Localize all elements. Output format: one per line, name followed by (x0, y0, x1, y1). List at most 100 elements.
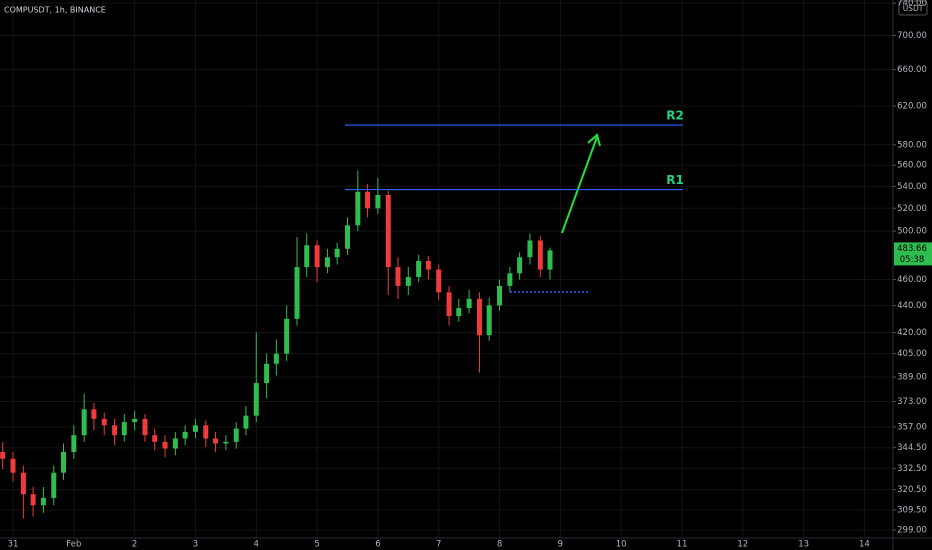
x-tick-label: 13 (798, 540, 809, 550)
y-tick-label: 580.00 (897, 140, 927, 150)
candle-body (132, 418, 138, 423)
candle-body (30, 494, 36, 506)
candle-body (355, 191, 361, 226)
candle-body (121, 422, 127, 436)
y-tick-label: 332.50 (897, 464, 927, 474)
candle-body (517, 257, 523, 274)
candle-body (486, 305, 492, 336)
candle-body (497, 285, 503, 306)
candle-body (466, 298, 472, 309)
candle-body (324, 257, 330, 268)
candle-body (436, 269, 442, 293)
candle-body (172, 438, 178, 449)
y-tick-label: 460.00 (897, 275, 927, 285)
y-tick-label: 405.00 (897, 349, 927, 359)
y-tick-label: 740.00 (897, 0, 927, 9)
x-tick-label: 7 (436, 540, 441, 550)
candle-body (152, 435, 158, 442)
candle-body (101, 418, 107, 426)
candle-body (10, 458, 16, 473)
candle-body (81, 409, 87, 436)
x-tick-label: 11 (677, 540, 688, 550)
y-tick-label: 620.00 (897, 102, 927, 112)
candles (0, 170, 553, 519)
y-tick-label: 344.50 (897, 443, 927, 453)
candle-body (253, 383, 259, 416)
candle-body (446, 292, 452, 317)
candle-body (203, 425, 209, 439)
candle-body (20, 472, 26, 495)
candle-body (476, 298, 482, 336)
resistance-label: R1 (666, 173, 684, 187)
y-tick-label: 320.50 (897, 485, 927, 495)
candle-body (507, 273, 513, 286)
x-tick-label: 3 (193, 540, 198, 550)
x-tick-label: 12 (737, 540, 748, 550)
candle-body (344, 225, 350, 249)
candle-body (365, 191, 371, 209)
candle-body (40, 497, 46, 506)
candle-body (334, 248, 340, 258)
candle-body (375, 195, 381, 209)
y-tick-label: 299.00 (897, 526, 927, 536)
y-tick-label: 500.00 (897, 227, 927, 237)
y-tick-label: 420.00 (897, 328, 927, 338)
x-tick-label: Feb (66, 540, 81, 550)
x-tick-label: 10 (616, 540, 627, 550)
candle-body (51, 472, 57, 498)
x-tick-label: 14 (859, 540, 870, 550)
y-tick-label: 560.00 (897, 161, 927, 171)
x-tick-label: 9 (558, 540, 563, 550)
candle-body (162, 441, 168, 449)
y-tick-label: 520.00 (897, 204, 927, 214)
candle-body (233, 428, 239, 442)
chart-title: COMPUSDT, 1h, BINANCE (4, 6, 106, 15)
candle-body (385, 195, 391, 268)
candle-body (223, 441, 229, 444)
y-tick-label: 660.00 (897, 65, 927, 75)
candle-body (537, 240, 543, 270)
candle-body (395, 267, 401, 286)
candle-body (112, 425, 118, 436)
y-tick-label: 700.00 (897, 31, 927, 41)
x-tick-label: 31 (8, 540, 19, 550)
countdown: 05:38 (900, 255, 925, 265)
y-tick-label: 309.50 (897, 505, 927, 515)
candle-body (284, 318, 290, 354)
candle-body (71, 435, 77, 452)
y-tick-label: 373.00 (897, 397, 927, 407)
x-tick-label: 8 (497, 540, 502, 550)
x-tick-label: 2 (132, 540, 137, 550)
y-tick-label: 440.00 (897, 301, 927, 311)
x-tick-label: 4 (254, 540, 259, 550)
currency[interactable]: USDT (903, 4, 924, 13)
candle-body (142, 418, 148, 436)
candle-body (405, 277, 411, 286)
x-tick-label: 6 (375, 540, 380, 550)
x-tick-label: 5 (314, 540, 319, 550)
candle-body (192, 425, 198, 432)
projection-arrow (561, 133, 601, 234)
candle-body (213, 438, 219, 444)
last-price-box (894, 242, 932, 266)
y-tick-label: 389.00 (897, 373, 927, 383)
candle-body (0, 451, 6, 459)
candle-body (273, 353, 279, 364)
candle-body (304, 245, 310, 268)
candle-body (527, 240, 533, 258)
candle-body (91, 409, 97, 419)
candle-body (294, 267, 300, 319)
candle-body (314, 245, 320, 268)
candle-body (416, 260, 422, 278)
y-tick-label: 540.00 (897, 182, 927, 192)
candle-body (182, 431, 188, 439)
currency-box[interactable] (898, 0, 928, 16)
resistance-label: R2 (666, 109, 684, 123)
candle-body (425, 260, 431, 270)
last-price: 483.66 (897, 244, 927, 254)
candle-body (60, 451, 66, 473)
candle-body (456, 308, 462, 317)
candle-body (243, 415, 249, 429)
